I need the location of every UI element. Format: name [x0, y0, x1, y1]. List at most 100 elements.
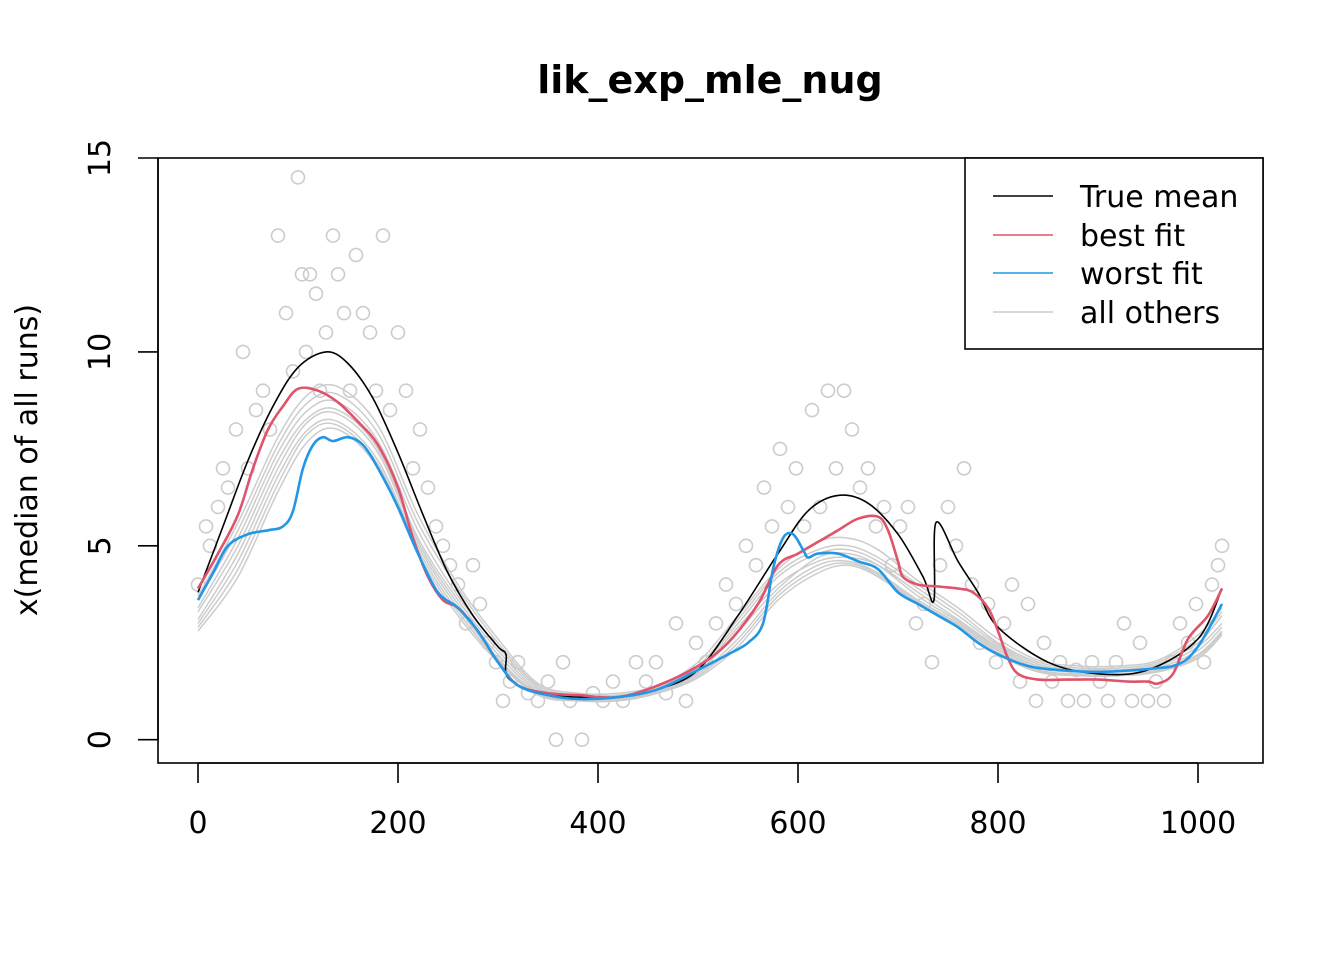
observation-point — [308, 286, 324, 302]
observation-point — [788, 460, 804, 476]
observation-point — [235, 344, 251, 360]
observation-point — [908, 616, 924, 631]
observation-point — [302, 266, 318, 282]
legend-label-all-others: all others — [1080, 296, 1220, 331]
observation-point — [852, 480, 868, 495]
observation-point — [932, 557, 948, 573]
observation-point — [488, 654, 504, 670]
y-axis-label: x(median of all runs) — [10, 304, 45, 616]
observation-point — [1204, 577, 1220, 592]
observation-point — [820, 383, 836, 399]
observation-point — [318, 325, 334, 340]
y-tick-label: 10 — [83, 333, 118, 371]
observation-point — [325, 228, 341, 243]
observation-point — [678, 693, 694, 709]
observation-point — [956, 460, 972, 476]
observation-point — [405, 460, 421, 476]
chart-title: lik_exp_mle_nug — [537, 58, 883, 102]
observation-point — [868, 519, 884, 534]
x-tick-label: 800 — [969, 806, 1026, 841]
observation-point — [472, 596, 488, 612]
legend-box — [964, 157, 1264, 350]
observation-point — [764, 519, 780, 534]
x-tick-label: 1000 — [1160, 806, 1236, 841]
observation-point — [948, 538, 964, 554]
observation-point — [1044, 674, 1060, 689]
observation-point — [368, 383, 384, 399]
observation-point — [210, 499, 226, 515]
observation-point — [294, 266, 310, 282]
observation-point — [298, 344, 314, 360]
observation-point — [1036, 635, 1052, 651]
observation-point — [312, 383, 328, 399]
observation-point — [972, 635, 988, 651]
observation-point — [828, 460, 844, 476]
observation-point — [220, 480, 236, 495]
x-tick-label: 600 — [769, 806, 826, 841]
y-tick-label: 15 — [83, 139, 118, 177]
legend-label-worst-fit: worst fit — [1080, 257, 1203, 292]
observation-point — [1060, 693, 1076, 709]
other-fit-line-8 — [197, 422, 1223, 702]
observation-point — [628, 654, 644, 670]
observation-point — [1092, 674, 1108, 689]
observation-point — [398, 383, 414, 399]
y-tick-label: 0 — [83, 730, 118, 749]
observation-point — [708, 616, 724, 631]
observation-point — [348, 247, 364, 263]
observation-point — [718, 577, 734, 592]
observation-point — [900, 499, 916, 515]
legend-label-best-fit: best fit — [1080, 219, 1185, 254]
observation-point — [1132, 635, 1148, 651]
observation-point — [510, 654, 526, 670]
observation-point — [748, 557, 764, 573]
observation-point — [255, 383, 271, 399]
observation-point — [1052, 654, 1068, 670]
observation-point — [548, 732, 564, 748]
observation-point — [495, 693, 511, 709]
x-tick-label: 400 — [569, 806, 626, 841]
other-fit-line-7 — [197, 383, 1223, 696]
worst-fit-line — [196, 435, 1224, 701]
observation-point — [390, 325, 406, 340]
observation-point — [836, 383, 852, 399]
observation-point — [574, 732, 590, 748]
observation-point — [688, 635, 704, 651]
observation-point — [342, 383, 358, 399]
best-fit-line — [196, 386, 1224, 699]
observation-point — [844, 422, 860, 437]
observation-point — [940, 499, 956, 515]
observation-point — [1116, 616, 1132, 631]
observation-point — [980, 596, 996, 612]
observation-point — [330, 266, 346, 282]
observation-point — [215, 460, 231, 476]
observation-point — [605, 674, 621, 689]
x-tick-label: 200 — [369, 806, 426, 841]
observation-point — [465, 557, 481, 573]
observation-point — [412, 422, 428, 437]
observation-point — [738, 538, 754, 554]
observation-point — [1188, 596, 1204, 612]
observation-point — [1084, 654, 1100, 670]
observation-point — [780, 499, 796, 515]
observation-point — [540, 674, 556, 689]
observation-point — [198, 519, 214, 534]
observation-point — [772, 441, 788, 457]
observation-point — [595, 693, 611, 709]
observation-point — [1172, 616, 1188, 631]
observation-point — [1196, 654, 1212, 670]
observation-point — [1156, 693, 1172, 709]
observation-point — [756, 480, 772, 495]
observation-point — [428, 519, 444, 534]
observation-point — [362, 325, 378, 340]
observation-point — [1020, 596, 1036, 612]
observation-point — [1124, 693, 1140, 709]
observation-point — [270, 228, 286, 243]
observation-point — [530, 693, 546, 709]
true-mean-line — [197, 351, 1223, 699]
observation-point — [1004, 577, 1020, 592]
fit-lines — [196, 351, 1224, 701]
observation-point — [796, 519, 812, 534]
observation-point — [290, 170, 306, 185]
observation-point — [615, 693, 631, 709]
